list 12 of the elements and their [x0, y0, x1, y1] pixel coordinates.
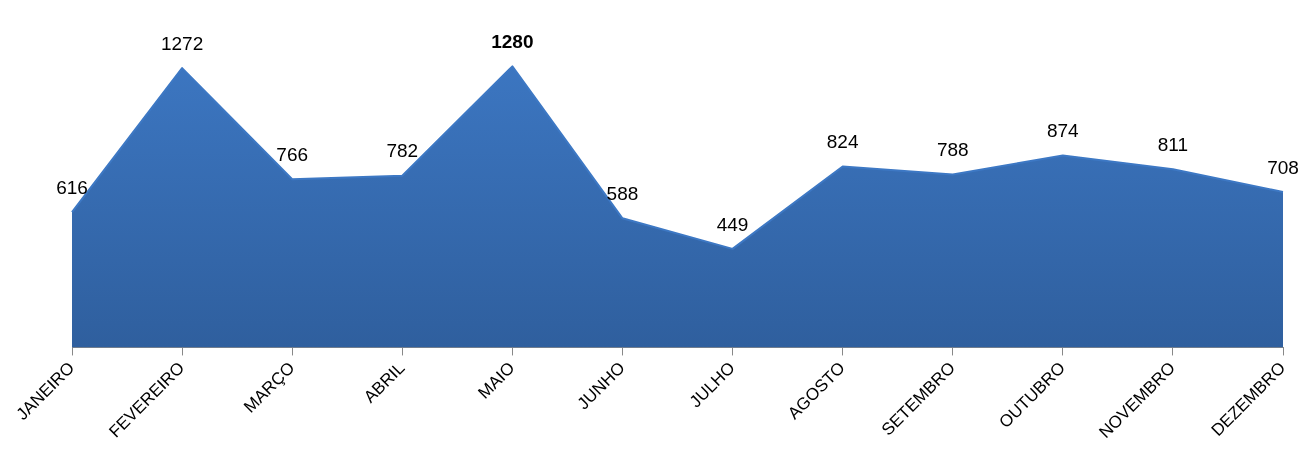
data-label: 788 — [936, 139, 969, 161]
data-label: 616 — [56, 176, 88, 198]
data-label: 588 — [606, 183, 639, 205]
data-label: 449 — [716, 213, 749, 235]
data-label: 811 — [1157, 134, 1189, 156]
data-label: 1280 — [491, 31, 534, 53]
data-label: 824 — [826, 131, 859, 153]
data-label: 1272 — [160, 32, 204, 54]
data-label: 874 — [1046, 120, 1080, 142]
data-label: 782 — [386, 140, 419, 162]
data-label: 766 — [276, 143, 309, 165]
data-label: 708 — [1267, 156, 1299, 178]
